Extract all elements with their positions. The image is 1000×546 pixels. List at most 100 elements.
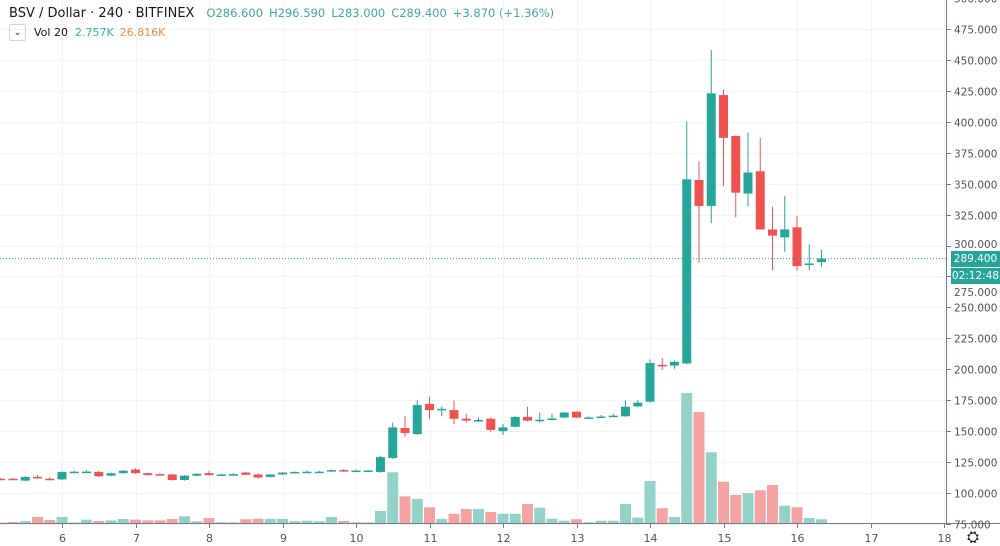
gear-icon[interactable]: ⛭ <box>967 528 980 546</box>
price-tick-label: 400.000 <box>954 118 997 130</box>
volume-bar <box>301 520 313 523</box>
volume-bar <box>387 472 399 523</box>
time-tick-label: 10 <box>350 532 364 545</box>
candle-body <box>633 402 643 407</box>
volume-label[interactable]: Vol 20 <box>34 26 68 39</box>
time-tick-label: 14 <box>644 532 658 545</box>
candle-body <box>817 258 826 263</box>
candle-body <box>143 473 153 476</box>
candle-body <box>45 478 55 481</box>
candle-body <box>596 416 606 419</box>
volume-bar <box>693 412 705 523</box>
volume-bar <box>595 520 607 523</box>
candle-body <box>719 95 728 138</box>
price-tick-label: 475.000 <box>954 25 997 37</box>
volume-bar <box>264 518 276 523</box>
time-tick-label: 13 <box>571 532 585 545</box>
volume-bar <box>754 490 766 523</box>
candle-body <box>204 473 214 476</box>
time-axis[interactable]: 6 7 8 9 10 11 12 13 14 15 16 17 18 <box>59 523 952 545</box>
volume-bar <box>583 522 595 523</box>
collapse-button[interactable]: ⌄ <box>9 24 26 41</box>
close-value: C289.400 <box>391 6 447 20</box>
volume-bar <box>130 519 141 523</box>
price-tick-label: 375.000 <box>954 149 997 161</box>
volume-bar <box>277 518 288 523</box>
time-tick-label: 9 <box>280 532 287 545</box>
candle-body <box>351 470 361 473</box>
candle-body <box>768 229 777 236</box>
price-tick-label: 500.000 <box>954 0 997 6</box>
volume-bar <box>313 521 325 523</box>
price-tick-label: 100.000 <box>954 489 997 501</box>
price-tick-label: 200.000 <box>954 365 997 377</box>
candle-body <box>608 415 618 418</box>
candle-body <box>327 470 336 472</box>
candle-body <box>339 470 349 472</box>
candle-body <box>743 172 753 194</box>
volume-bar <box>44 520 56 523</box>
volume-bar <box>179 516 190 523</box>
volume-bar <box>718 481 729 523</box>
candle-body <box>547 418 557 421</box>
candle-body <box>8 478 18 481</box>
candle-body <box>290 471 300 474</box>
candle-body <box>314 471 324 474</box>
candle-body <box>363 470 373 472</box>
volume-bar <box>154 520 166 523</box>
volume-bar <box>7 521 19 523</box>
candle-body <box>20 476 30 481</box>
price-tick-label: 175.000 <box>954 396 997 408</box>
volume-bar <box>620 503 631 523</box>
candle-body <box>731 136 741 193</box>
volume-bar <box>19 520 31 523</box>
volume-bar <box>117 518 129 523</box>
price-tick-label: 450.000 <box>954 56 997 68</box>
volume-bar <box>644 480 656 523</box>
candle-body <box>118 470 128 474</box>
volume-value: 2.757K <box>74 26 114 39</box>
volume-bar <box>375 510 386 523</box>
candle-body <box>241 472 251 475</box>
grid <box>0 0 946 525</box>
volume-bar <box>656 508 668 523</box>
volume-bar <box>607 520 619 523</box>
time-tick-label: 6 <box>59 532 66 545</box>
candle-body <box>82 471 91 474</box>
price-tick-label: 150.000 <box>954 427 997 439</box>
volume-bar <box>730 494 742 523</box>
candle-body <box>804 263 814 265</box>
candle-body <box>94 471 104 477</box>
price-tick-label: 125.000 <box>954 458 997 470</box>
time-tick-label: 11 <box>424 532 438 545</box>
volume-bar <box>522 503 533 523</box>
candle-body <box>106 473 116 476</box>
volume-bar <box>240 519 252 523</box>
candle-body <box>670 361 679 366</box>
volume-bar <box>191 521 203 523</box>
volume-bar <box>558 520 570 523</box>
candle-body <box>412 405 422 435</box>
candle-body <box>645 363 655 402</box>
candle-body <box>155 474 165 476</box>
candles <box>0 50 826 482</box>
volume-bar <box>473 509 484 523</box>
price-axis[interactable]: 75.000 100.000 125.000 150.000 175.000 200.00… <box>946 0 997 532</box>
candle-body <box>461 418 471 421</box>
symbol-title[interactable]: BSV / Dollar · 240 · BITFINEX <box>9 6 195 21</box>
low-value: L283.000 <box>331 6 386 20</box>
volume-bar <box>68 522 80 523</box>
volume-bar <box>252 518 264 523</box>
time-tick-label: 16 <box>791 532 805 545</box>
candle-body <box>523 416 532 421</box>
candle-body <box>33 476 42 479</box>
volume-bar <box>142 520 154 523</box>
time-tick-label: 8 <box>206 532 213 545</box>
volume-bar <box>705 452 717 523</box>
candle-body <box>437 408 447 411</box>
volume-bar <box>791 507 803 523</box>
volume-bar <box>681 392 693 523</box>
candle-body <box>131 469 140 474</box>
volume-bar <box>509 513 521 523</box>
